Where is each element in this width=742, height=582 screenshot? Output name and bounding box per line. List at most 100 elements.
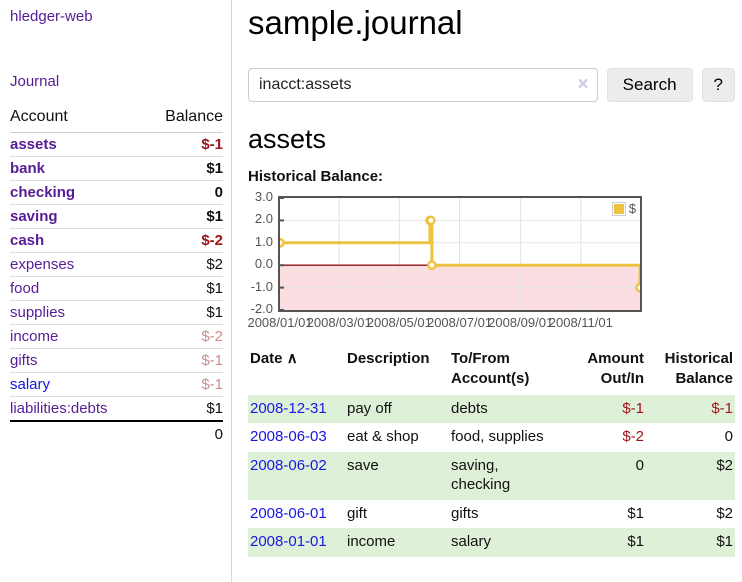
register-table: Date ∧ Description To/From Account(s) Am… (248, 346, 735, 557)
register-row: 2008-06-01 gift gifts $1 $2 (248, 500, 735, 529)
x-axis-tick-label: 2008/09/01 (488, 315, 554, 330)
account-link[interactable]: bank (10, 160, 46, 177)
historical-balance-chart: $ 3.0 2.0 1.0 0.0 -1.0 -2.0 2008/01/01 2008/03/… (247, 190, 735, 334)
accounts-total-row: 0 (10, 420, 223, 447)
account-balance: $-1 (138, 132, 223, 157)
x-axis-tick-label: 2008/07/01 (426, 315, 493, 330)
account-link[interactable]: liabilities:debts (10, 400, 108, 417)
register-accounts: gifts (451, 504, 479, 522)
register-row: 2008-06-03 eat & shop food, supplies $-2 0 (248, 423, 735, 452)
register-accounts: salary (451, 533, 492, 551)
account-link[interactable]: assets (10, 136, 57, 153)
register-description: eat & shop (347, 428, 419, 446)
register-balance: 0 (724, 428, 733, 446)
accounts-table: Account Balance assets $-1 bank $1 checking 0… (10, 106, 223, 447)
register-balance: $2 (716, 504, 733, 522)
y-axis-tick-label: 3.0 (254, 189, 273, 204)
account-row: assets $-1 (10, 132, 223, 157)
account-row: salary $-1 (10, 372, 223, 397)
account-balance: $1 (138, 204, 223, 229)
help-button[interactable]: ? (701, 68, 735, 102)
search-button[interactable]: Search (606, 68, 693, 102)
clear-search-icon[interactable]: × (577, 74, 589, 96)
account-row: bank $1 (10, 156, 223, 181)
accounts-header-balance: Balance (138, 106, 223, 133)
account-balance: $1 (138, 300, 223, 325)
accounts-header-row: Account Balance (10, 106, 223, 133)
register-balance: $1 (716, 533, 733, 551)
y-axis-tick-label: 1.0 (254, 233, 273, 249)
y-axis-tick-label: 2.0 (254, 211, 273, 227)
register-header-row: Date ∧ Description To/From Account(s) Am… (248, 346, 735, 395)
register-header-accounts: To/From Account(s) (451, 350, 530, 388)
register-amount: $-1 (622, 399, 644, 417)
register-description: gift (347, 504, 368, 522)
register-accounts: food, supplies (451, 428, 544, 446)
register-date-link[interactable]: 2008-06-03 (250, 428, 327, 446)
account-balance: 0 (138, 180, 223, 205)
sidebar-item-journal[interactable]: Journal (10, 73, 60, 90)
register-amount: 0 (635, 457, 644, 474)
register-date-link[interactable]: 2008-06-02 (250, 457, 327, 474)
register-header-date[interactable]: Date ∧ (250, 350, 298, 367)
app-title-link[interactable]: hledger-web (10, 8, 93, 25)
register-amount: $1 (627, 533, 644, 551)
register-date-link[interactable]: 2008-06-01 (250, 504, 327, 522)
account-link[interactable]: food (10, 280, 40, 297)
search-input[interactable] (248, 68, 598, 102)
chart-legend: $ (611, 201, 636, 216)
account-link[interactable]: expenses (10, 256, 75, 273)
accounts-header-account: Account (10, 106, 138, 133)
search-form: × Search ? (248, 68, 735, 102)
y-axis-tick-label: 0.0 (254, 256, 273, 272)
account-link[interactable]: income (10, 328, 59, 345)
main-content: sample.journal × Search ? assets Histori… (232, 0, 742, 582)
account-link[interactable]: supplies (10, 304, 66, 321)
account-row: gifts $-1 (10, 348, 223, 373)
register-date-link[interactable]: 2008-12-31 (250, 399, 327, 417)
y-axis-tick-label: -2.0 (250, 301, 273, 316)
account-link[interactable]: saving (10, 208, 58, 225)
register-amount: $-2 (622, 428, 644, 446)
account-balance: $2 (138, 252, 223, 277)
account-balance: $-2 (138, 228, 223, 253)
register-row: 2008-12-31 pay off debts $-1 $-1 (248, 394, 735, 424)
account-link[interactable]: checking (10, 184, 76, 201)
account-row: expenses $2 (10, 252, 223, 277)
register-date-link[interactable]: 2008-01-01 (250, 533, 327, 551)
register-accounts: debts (451, 399, 488, 417)
x-axis-tick-label: 2008/05/01 (366, 315, 432, 330)
account-link[interactable]: gifts (10, 352, 38, 369)
account-balance: $-1 (138, 348, 223, 373)
accounts-total-value: 0 (138, 420, 223, 447)
account-balance: $-2 (138, 324, 223, 349)
legend-swatch-icon (611, 201, 626, 216)
account-balance: $1 (138, 276, 223, 301)
account-balance: $1 (138, 156, 223, 181)
chart-plot-area[interactable]: $ (278, 196, 642, 312)
account-balance: $1 (138, 396, 223, 422)
legend-label: $ (628, 201, 636, 216)
account-row: food $1 (10, 276, 223, 301)
register-accounts: saving, checking (451, 457, 511, 493)
register-row: 2008-06-02 save saving, checking 0 $2 (248, 452, 735, 500)
chart-title: Historical Balance: (248, 168, 384, 185)
x-axis-tick-label: 2008/11/01 (548, 315, 613, 330)
account-row: checking 0 (10, 180, 223, 205)
sort-ascending-icon: ∧ (286, 350, 298, 367)
register-amount: $1 (627, 504, 644, 522)
account-link[interactable]: cash (10, 232, 45, 249)
account-balance: $-1 (138, 372, 223, 397)
x-axis-tick-label: 2008/01/01 (247, 315, 313, 330)
register-description: save (347, 457, 379, 474)
register-balance: $2 (716, 457, 733, 474)
account-row: income $-2 (10, 324, 223, 349)
register-balance: $-1 (711, 399, 733, 417)
account-row: cash $-2 (10, 228, 223, 253)
account-link[interactable]: salary (10, 376, 51, 393)
register-header-description: Description (347, 350, 430, 367)
x-axis-tick-label: 2008/03/01 (306, 315, 372, 330)
account-row: saving $1 (10, 204, 223, 229)
account-row: liabilities:debts $1 (10, 396, 223, 422)
